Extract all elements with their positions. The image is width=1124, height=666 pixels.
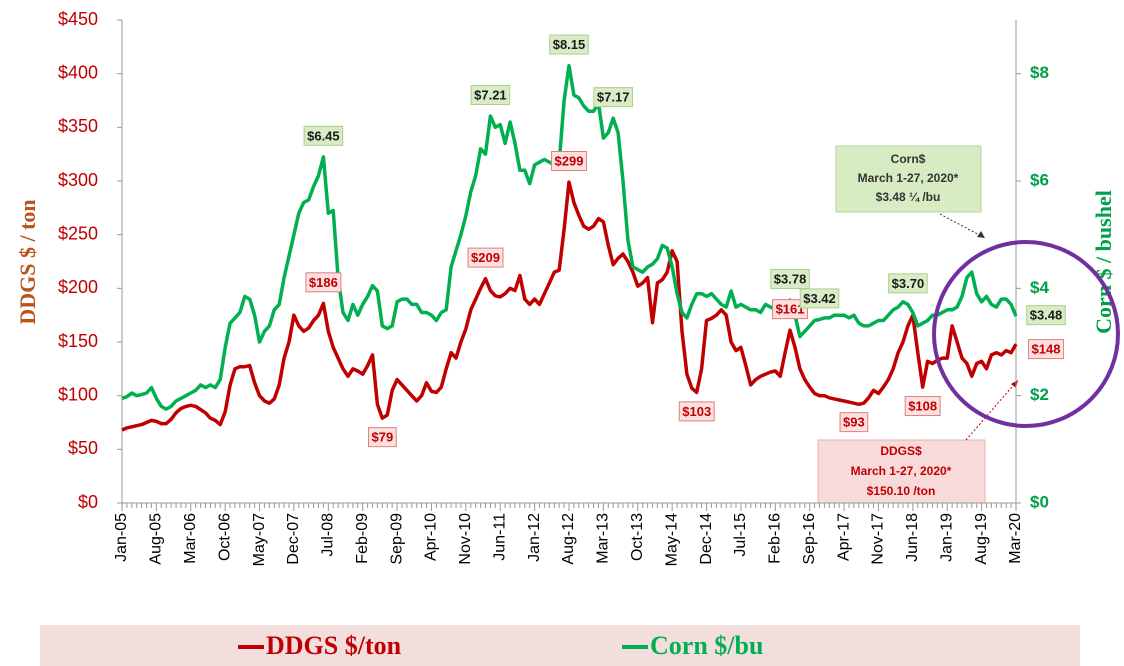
y-tick-label: $100: [58, 384, 98, 404]
corn-note-line: March 1-27, 2020*: [858, 171, 959, 185]
x-tick-label: Jul-15: [732, 513, 749, 557]
highlight-circle: [932, 240, 1120, 428]
x-tick-label: Mar-13: [595, 513, 612, 564]
x-tick-label: Oct-06: [216, 513, 233, 561]
y2-axis-title: Corn $ / bushel: [1091, 190, 1116, 334]
x-tick-label: Feb-09: [354, 513, 371, 564]
value-label-box: [1026, 305, 1066, 326]
corn-note-arrow: [939, 213, 986, 239]
ddgs-note-arrow: [965, 379, 1019, 441]
x-tick-label: Jun-18: [904, 513, 921, 562]
x-tick-label: Jan-05: [113, 513, 130, 562]
y2-tick-label: $6: [1030, 170, 1049, 189]
value-label: $3.42: [803, 291, 836, 306]
x-tick-label: May-14: [663, 513, 680, 566]
x-tick-label: Mar-20: [1007, 513, 1024, 564]
ddgs-note-box: [817, 439, 986, 504]
y-tick-label: $150: [58, 331, 98, 351]
value-label: $161: [776, 302, 805, 317]
x-tick-label: May-07: [251, 513, 268, 566]
value-label-box: [305, 272, 342, 293]
value-label: $3.78: [774, 272, 807, 287]
value-label-box: [839, 412, 869, 433]
value-label: $7.21: [474, 88, 507, 103]
value-label: $7.17: [597, 90, 630, 105]
x-tick-label: Dec-14: [698, 513, 715, 565]
y-tick-label: $300: [58, 170, 98, 190]
value-label-box: [303, 125, 344, 146]
value-label: $6.45: [307, 128, 340, 143]
value-label: $103: [682, 404, 711, 419]
x-tick-label: Jan-12: [526, 513, 543, 562]
x-tick-label: Jul-08: [320, 513, 337, 557]
y-tick-label: $50: [68, 438, 98, 458]
value-label-box: [772, 299, 809, 320]
ddgs-note-line: March 1-27, 2020*: [851, 464, 952, 478]
plot-area: $0 $50 $100 $150 $200 $250 $300 $350 $400 $450 $0 $…: [58, 9, 1066, 566]
x-tick-label: Sep-09: [388, 513, 405, 565]
y2-tick-label: $8: [1030, 63, 1049, 82]
legend-label: DDGS $/ton: [266, 631, 402, 660]
legend-background: [40, 625, 1080, 666]
value-label-box: [770, 269, 810, 290]
value-label: $93: [843, 415, 865, 430]
value-label-box: [904, 396, 941, 417]
arrow-head: [1011, 380, 1018, 388]
ddgs-note-line: DDGS$: [880, 444, 922, 458]
x-tick-label: Oct-13: [629, 513, 646, 561]
y-tick-label: $450: [58, 9, 98, 29]
y2-tick-label: $0: [1030, 492, 1049, 511]
y2-tick-label: $4: [1030, 278, 1049, 297]
value-label-box: [678, 401, 715, 422]
x-tick-label: Aug-19: [973, 513, 990, 565]
x-tick-label: Nov-10: [457, 513, 474, 565]
y-tick-label: $400: [58, 62, 98, 82]
value-label-box: [367, 427, 397, 448]
y-tick-label: $200: [58, 277, 98, 297]
value-label: $3.70: [892, 276, 925, 291]
value-label: $148: [1032, 342, 1061, 357]
x-tick-label: Feb-16: [767, 513, 784, 564]
value-label-box: [551, 151, 587, 172]
x-tick-label: Aug-05: [148, 513, 165, 565]
value-label: $8.15: [553, 37, 586, 52]
value-label: $3.48: [1030, 308, 1063, 323]
value-label-box: [467, 247, 504, 268]
x-tick-label: Mar-06: [182, 513, 199, 564]
ddgs-note-line: $150.10 /ton: [867, 484, 936, 498]
x-tick-label: Sep-16: [801, 513, 818, 565]
value-label: $299: [555, 154, 584, 169]
series-line: [121, 63, 1018, 411]
x-tick-label: Apr-17: [835, 513, 852, 561]
x-tick-label: Apr-10: [423, 513, 440, 561]
value-label: $186: [309, 275, 338, 290]
x-tick-label: Aug-12: [560, 513, 577, 565]
arrow-head: [977, 231, 985, 238]
value-label-box: [888, 273, 928, 294]
value-label-box: [470, 85, 511, 106]
series-line: [121, 180, 1018, 432]
x-tick-label: Dec-07: [285, 513, 302, 565]
value-label: $108: [908, 399, 937, 414]
value-label-box: [549, 34, 589, 55]
y-tick-label: $250: [58, 223, 98, 243]
x-tick-label: Nov-17: [870, 513, 887, 565]
corn-note-box: [835, 145, 982, 213]
y-axis-title: DDGS $ / ton: [15, 199, 40, 324]
corn-note-line: Corn$: [891, 152, 926, 166]
corn-note-line: $3.48 ¼ /bu: [876, 190, 941, 204]
x-tick-label: Jan-19: [938, 513, 955, 562]
value-label: $79: [371, 430, 393, 445]
x-tick-label: Jun-11: [491, 513, 508, 561]
y-tick-label: $0: [78, 492, 98, 512]
y2-tick-label: $2: [1030, 385, 1049, 404]
y-tick-label: $350: [58, 116, 98, 136]
value-label-box: [593, 87, 633, 108]
value-label-box: [799, 288, 840, 309]
legend-label: Corn $/bu: [650, 631, 763, 660]
value-label: $209: [471, 250, 500, 265]
value-label-box: [1028, 339, 1064, 360]
